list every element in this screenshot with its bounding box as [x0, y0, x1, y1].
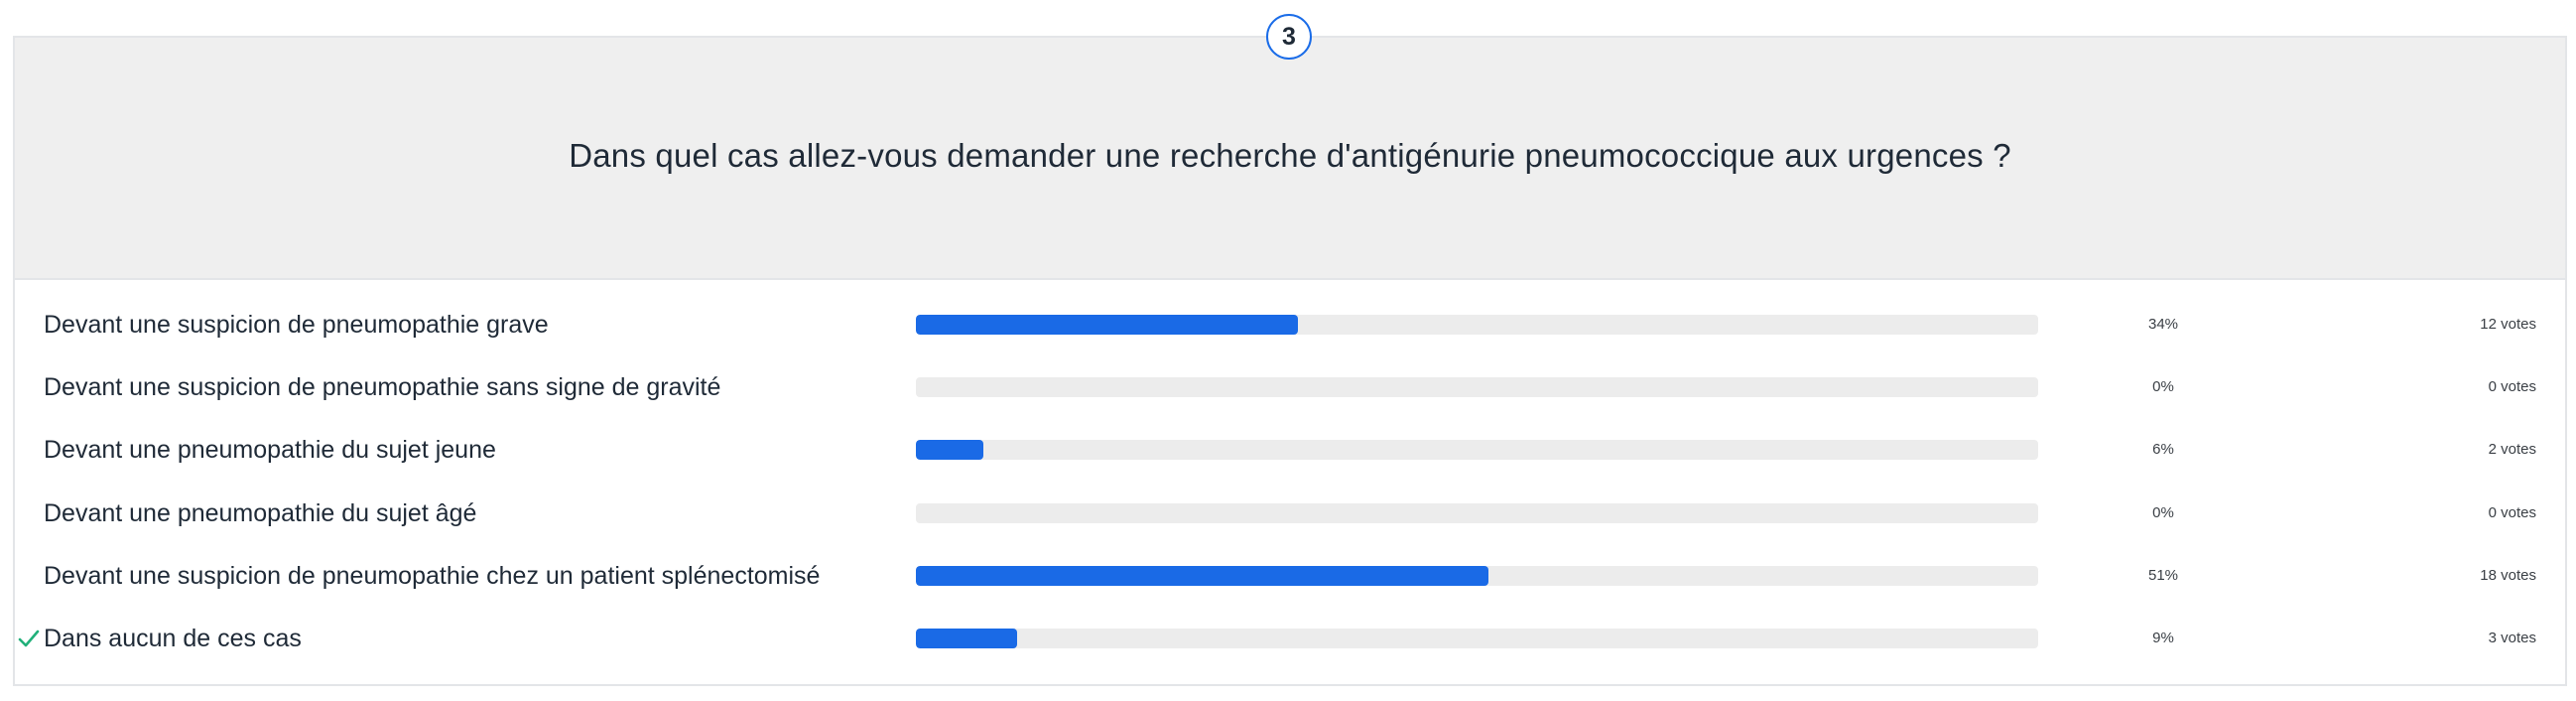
answer-row-correct: Dans aucun de ces cas 9% 3 votes [0, 619, 2576, 658]
result-bar-fill [916, 629, 1017, 648]
answer-votes: 0 votes [2488, 378, 2536, 395]
result-bar-track [916, 629, 2038, 648]
answer-percent: 6% [2152, 441, 2174, 458]
question-number-badge: 3 [1266, 14, 1312, 60]
answer-label: Devant une pneumopathie du sujet âgé [44, 499, 477, 527]
result-bar-fill [916, 315, 1298, 335]
answer-label: Devant une suspicion de pneumopathie che… [44, 562, 821, 590]
result-bar-track [916, 440, 2038, 460]
result-bar-track [916, 503, 2038, 523]
answer-votes: 18 votes [2480, 567, 2536, 584]
question-text: Dans quel cas allez-vous demander une re… [569, 137, 2011, 174]
answer-percent: 51% [2147, 567, 2179, 584]
result-bar-fill [916, 566, 1488, 586]
question-header: Dans quel cas allez-vous demander une re… [15, 38, 2565, 280]
answer-row: Devant une suspicion de pneumopathie che… [0, 556, 2576, 596]
answer-label: Dans aucun de ces cas [44, 625, 302, 652]
result-bar-track [916, 315, 2038, 335]
answer-label: Devant une pneumopathie du sujet jeune [44, 436, 496, 464]
result-bar-track [916, 566, 2038, 586]
answer-row: Devant une suspicion de pneumopathie gra… [0, 305, 2576, 345]
answer-row: Devant une pneumopathie du sujet jeune 6… [0, 430, 2576, 470]
answer-row: Devant une pneumopathie du sujet âgé 0% … [0, 493, 2576, 533]
answer-votes: 12 votes [2480, 316, 2536, 333]
answer-votes: 2 votes [2488, 441, 2536, 458]
result-bar-fill [916, 440, 983, 460]
answer-label: Devant une suspicion de pneumopathie san… [44, 373, 721, 401]
answer-percent: 0% [2152, 504, 2174, 521]
answer-percent: 0% [2152, 378, 2174, 395]
answer-percent: 9% [2152, 630, 2174, 646]
result-bar-track [916, 377, 2038, 397]
answer-row: Devant une suspicion de pneumopathie san… [0, 367, 2576, 407]
answer-label: Devant une suspicion de pneumopathie gra… [44, 311, 549, 339]
answer-votes: 3 votes [2488, 630, 2536, 646]
answer-votes: 0 votes [2488, 504, 2536, 521]
check-icon [18, 619, 44, 658]
answer-percent: 34% [2147, 316, 2179, 333]
